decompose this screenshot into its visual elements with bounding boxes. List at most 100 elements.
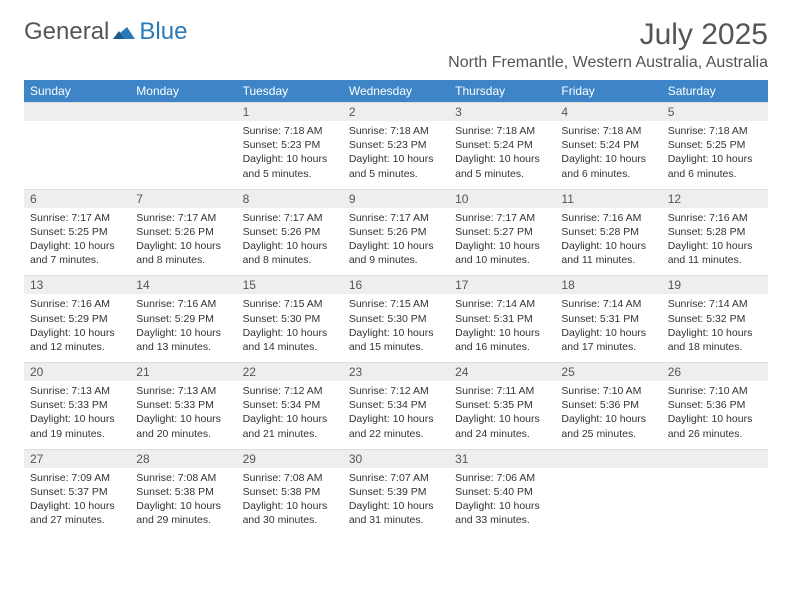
day-cell: Sunrise: 7:17 AMSunset: 5:25 PMDaylight:… xyxy=(24,208,130,276)
day2-text: and 14 minutes. xyxy=(243,340,337,354)
day2-text: and 9 minutes. xyxy=(349,253,443,267)
sunset-text: Sunset: 5:29 PM xyxy=(136,312,230,326)
sunrise-text: Sunrise: 7:07 AM xyxy=(349,471,443,485)
day2-text: and 8 minutes. xyxy=(243,253,337,267)
detail-row: Sunrise: 7:13 AM Sunset: 5:33 PM Daylight:… xyxy=(24,381,768,449)
sunset-text: Sunset: 5:30 PM xyxy=(243,312,337,326)
day-cell: Sunrise: 7:16 AMSunset: 5:29 PMDaylight:… xyxy=(130,294,236,362)
day2-text: and 19 minutes. xyxy=(30,427,124,441)
day-number xyxy=(24,103,130,122)
day-cell: Sunrise: 7:17 AMSunset: 5:26 PMDaylight:… xyxy=(343,208,449,276)
sunset-text: Sunset: 5:26 PM xyxy=(243,225,337,239)
sunset-text: Sunset: 5:28 PM xyxy=(561,225,655,239)
day2-text: and 10 minutes. xyxy=(455,253,549,267)
day-number: 14 xyxy=(130,276,236,295)
day-cell xyxy=(662,468,768,536)
sunrise-text: Sunrise: 7:17 AM xyxy=(349,211,443,225)
logo-icon xyxy=(113,18,135,46)
sunrise-text: Sunrise: 7:11 AM xyxy=(455,384,549,398)
daynum-row: 6789101112 xyxy=(24,189,768,208)
day-number: 12 xyxy=(662,189,768,208)
day1-text: Daylight: 10 hours xyxy=(561,412,655,426)
day-number: 13 xyxy=(24,276,130,295)
day2-text: and 31 minutes. xyxy=(349,513,443,527)
day-cell: Sunrise: 7:18 AMSunset: 5:23 PMDaylight:… xyxy=(237,121,343,189)
day-number: 15 xyxy=(237,276,343,295)
sunrise-text: Sunrise: 7:18 AM xyxy=(455,124,549,138)
day-number: 7 xyxy=(130,189,236,208)
day-cell: Sunrise: 7:08 AMSunset: 5:38 PMDaylight:… xyxy=(130,468,236,536)
day-number: 11 xyxy=(555,189,661,208)
day2-text: and 5 minutes. xyxy=(455,167,549,181)
day-header-row: Sunday Monday Tuesday Wednesday Thursday… xyxy=(24,80,768,103)
day1-text: Daylight: 10 hours xyxy=(136,499,230,513)
day-number: 21 xyxy=(130,363,236,382)
day-cell: Sunrise: 7:18 AMSunset: 5:25 PMDaylight:… xyxy=(662,121,768,189)
day2-text: and 30 minutes. xyxy=(243,513,337,527)
day-cell: Sunrise: 7:15 AMSunset: 5:30 PMDaylight:… xyxy=(343,294,449,362)
day-number: 9 xyxy=(343,189,449,208)
day-number: 4 xyxy=(555,103,661,122)
day-cell: Sunrise: 7:14 AMSunset: 5:31 PMDaylight:… xyxy=(555,294,661,362)
day2-text: and 21 minutes. xyxy=(243,427,337,441)
sunset-text: Sunset: 5:28 PM xyxy=(668,225,762,239)
sunrise-text: Sunrise: 7:18 AM xyxy=(243,124,337,138)
sunset-text: Sunset: 5:38 PM xyxy=(243,485,337,499)
sunset-text: Sunset: 5:24 PM xyxy=(455,138,549,152)
day2-text: and 7 minutes. xyxy=(30,253,124,267)
day2-text: and 5 minutes. xyxy=(349,167,443,181)
day1-text: Daylight: 10 hours xyxy=(136,239,230,253)
day-cell: Sunrise: 7:12 AMSunset: 5:34 PMDaylight:… xyxy=(343,381,449,449)
logo: General Blue xyxy=(24,18,187,46)
day2-text: and 22 minutes. xyxy=(349,427,443,441)
sunset-text: Sunset: 5:27 PM xyxy=(455,225,549,239)
daynum-row: 20212223242526 xyxy=(24,363,768,382)
day2-text: and 6 minutes. xyxy=(668,167,762,181)
day2-text: and 6 minutes. xyxy=(561,167,655,181)
sunset-text: Sunset: 5:33 PM xyxy=(136,398,230,412)
day1-text: Daylight: 10 hours xyxy=(243,239,337,253)
day2-text: and 27 minutes. xyxy=(30,513,124,527)
day-cell xyxy=(130,121,236,189)
day1-text: Daylight: 10 hours xyxy=(455,239,549,253)
sunrise-text: Sunrise: 7:18 AM xyxy=(668,124,762,138)
day1-text: Daylight: 10 hours xyxy=(561,152,655,166)
day-number xyxy=(130,103,236,122)
sunset-text: Sunset: 5:38 PM xyxy=(136,485,230,499)
location: North Fremantle, Western Australia, Aust… xyxy=(448,54,768,72)
day-cell: Sunrise: 7:09 AMSunset: 5:37 PMDaylight:… xyxy=(24,468,130,536)
sunset-text: Sunset: 5:36 PM xyxy=(668,398,762,412)
day-cell: Sunrise: 7:06 AMSunset: 5:40 PMDaylight:… xyxy=(449,468,555,536)
sunset-text: Sunset: 5:34 PM xyxy=(243,398,337,412)
sunrise-text: Sunrise: 7:16 AM xyxy=(136,297,230,311)
day1-text: Daylight: 10 hours xyxy=(243,152,337,166)
day-number: 8 xyxy=(237,189,343,208)
day1-text: Daylight: 10 hours xyxy=(668,326,762,340)
day-cell: Sunrise: 7:17 AMSunset: 5:27 PMDaylight:… xyxy=(449,208,555,276)
day1-text: Daylight: 10 hours xyxy=(668,239,762,253)
day2-text: and 17 minutes. xyxy=(561,340,655,354)
day2-text: and 26 minutes. xyxy=(668,427,762,441)
day-cell: Sunrise: 7:14 AMSunset: 5:32 PMDaylight:… xyxy=(662,294,768,362)
sunrise-text: Sunrise: 7:13 AM xyxy=(30,384,124,398)
day1-text: Daylight: 10 hours xyxy=(455,412,549,426)
day-number: 22 xyxy=(237,363,343,382)
daynum-row: 2728293031 xyxy=(24,449,768,468)
day1-text: Daylight: 10 hours xyxy=(243,412,337,426)
sunset-text: Sunset: 5:35 PM xyxy=(455,398,549,412)
day2-text: and 20 minutes. xyxy=(136,427,230,441)
day1-text: Daylight: 10 hours xyxy=(136,326,230,340)
sunrise-text: Sunrise: 7:18 AM xyxy=(349,124,443,138)
daynum-row: 12345 xyxy=(24,103,768,122)
day2-text: and 16 minutes. xyxy=(455,340,549,354)
sunset-text: Sunset: 5:37 PM xyxy=(30,485,124,499)
sunset-text: Sunset: 5:36 PM xyxy=(561,398,655,412)
day-number: 29 xyxy=(237,449,343,468)
day-cell: Sunrise: 7:18 AMSunset: 5:24 PMDaylight:… xyxy=(449,121,555,189)
sunrise-text: Sunrise: 7:17 AM xyxy=(30,211,124,225)
sunset-text: Sunset: 5:26 PM xyxy=(349,225,443,239)
day-cell: Sunrise: 7:18 AMSunset: 5:23 PMDaylight:… xyxy=(343,121,449,189)
day-cell: Sunrise: 7:10 AMSunset: 5:36 PMDaylight:… xyxy=(555,381,661,449)
day2-text: and 24 minutes. xyxy=(455,427,549,441)
day1-text: Daylight: 10 hours xyxy=(561,326,655,340)
